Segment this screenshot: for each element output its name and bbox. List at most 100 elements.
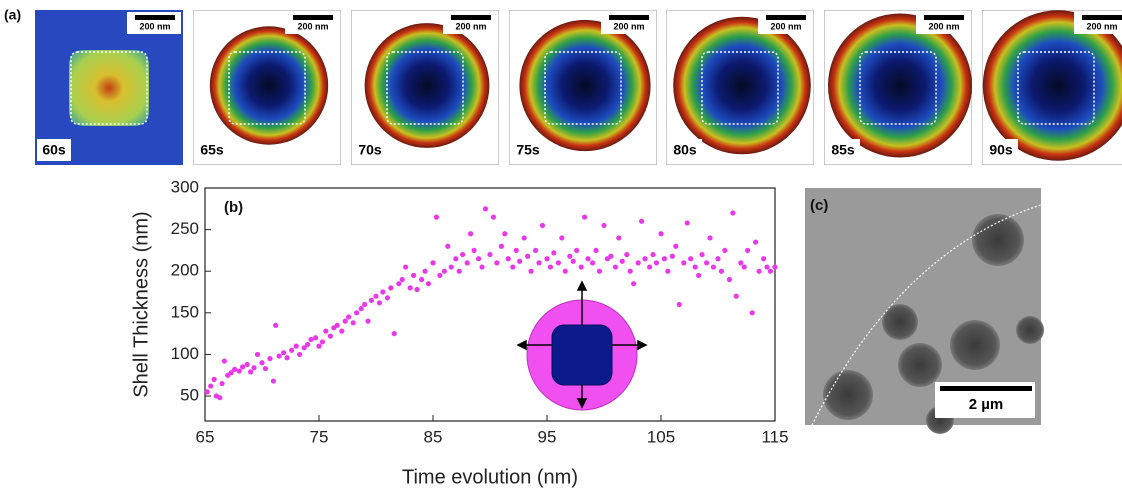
point: [665, 268, 671, 274]
y-tick-label: 150: [171, 302, 199, 321]
point: [738, 260, 744, 266]
point: [704, 260, 710, 266]
time-box: [37, 139, 71, 161]
time-box: [511, 139, 545, 161]
point: [422, 268, 428, 274]
x-tick-label: 75: [310, 427, 329, 446]
point: [642, 256, 648, 262]
point: [745, 247, 751, 254]
point: [217, 395, 223, 401]
point: [471, 247, 477, 254]
point: [733, 293, 739, 299]
point: [339, 328, 345, 334]
point: [658, 231, 664, 237]
point: [297, 351, 303, 358]
point: [254, 351, 261, 358]
point: [578, 264, 584, 270]
micrograph: 200 nm 85s: [824, 10, 972, 165]
point: [688, 256, 694, 262]
point: [624, 251, 630, 258]
micrograph: 200 nm 60s: [35, 10, 183, 165]
point: [354, 310, 360, 316]
y-tick-label: 300: [171, 177, 199, 196]
point: [544, 256, 550, 262]
panel-label: (c): [810, 197, 828, 214]
point: [650, 251, 656, 258]
y-tick-label: 200: [171, 261, 199, 280]
core-outline: [228, 51, 306, 125]
time-box: [195, 139, 229, 161]
point: [707, 235, 713, 241]
point: [403, 264, 409, 270]
point: [284, 355, 290, 361]
point: [414, 286, 420, 293]
y-axis-label: Shell Thickness (nm): [130, 211, 152, 397]
point: [699, 251, 705, 258]
micrograph: 200 nm 70s: [351, 10, 499, 165]
scale-label: 200 nm: [928, 21, 959, 31]
point: [585, 256, 591, 262]
point: [608, 253, 614, 259]
core-outline: [544, 51, 622, 125]
point: [521, 235, 527, 241]
point: [211, 376, 217, 382]
point: [293, 343, 299, 349]
point: [376, 300, 383, 306]
point: [460, 251, 466, 258]
particle: [823, 370, 873, 420]
point: [365, 318, 371, 324]
point: [305, 341, 311, 348]
shell: [364, 23, 490, 148]
point: [539, 222, 546, 229]
point: [319, 339, 326, 345]
point: [510, 264, 516, 270]
plot-frame: [204, 187, 776, 422]
scale-label: 200 nm: [770, 21, 801, 31]
point: [741, 264, 747, 270]
point: [334, 322, 340, 328]
scale-bar: [135, 15, 175, 20]
scatter-chart: 65 75 85 95 105 115 50 100 150 200 250 300 Time evol…: [130, 177, 788, 488]
y-tick-label: 100: [171, 344, 199, 363]
time-label: 70s: [358, 142, 382, 158]
point: [749, 310, 755, 316]
core-outline: [701, 51, 779, 125]
point: [448, 264, 454, 270]
point: [764, 264, 770, 270]
point: [593, 247, 599, 254]
point: [236, 368, 242, 374]
point: [612, 264, 619, 270]
point: [582, 214, 588, 220]
point: [437, 272, 443, 278]
time-box: [826, 139, 860, 161]
point: [619, 258, 625, 264]
x-tick-label: 85: [424, 427, 443, 446]
core-outline: [70, 51, 148, 125]
time-label: 85s: [831, 142, 855, 158]
point: [517, 258, 523, 264]
point: [433, 214, 440, 220]
point: [502, 231, 508, 237]
point: [342, 318, 348, 324]
point: [456, 268, 462, 274]
point: [468, 231, 474, 237]
point: [639, 218, 645, 224]
point: [718, 268, 725, 274]
point: [596, 268, 603, 274]
point: [498, 243, 504, 249]
point: [368, 297, 375, 303]
point: [635, 260, 641, 266]
point: [590, 260, 596, 266]
point: [631, 281, 637, 287]
micrograph: 200 nm 90s: [982, 10, 1122, 165]
point: [208, 383, 214, 389]
point: [430, 260, 436, 266]
point: [391, 331, 397, 337]
point: [248, 369, 254, 375]
point: [358, 306, 364, 312]
point: [453, 256, 459, 262]
time-box: [353, 139, 387, 161]
shell: [828, 13, 972, 158]
scale-label: 200 nm: [455, 21, 486, 31]
